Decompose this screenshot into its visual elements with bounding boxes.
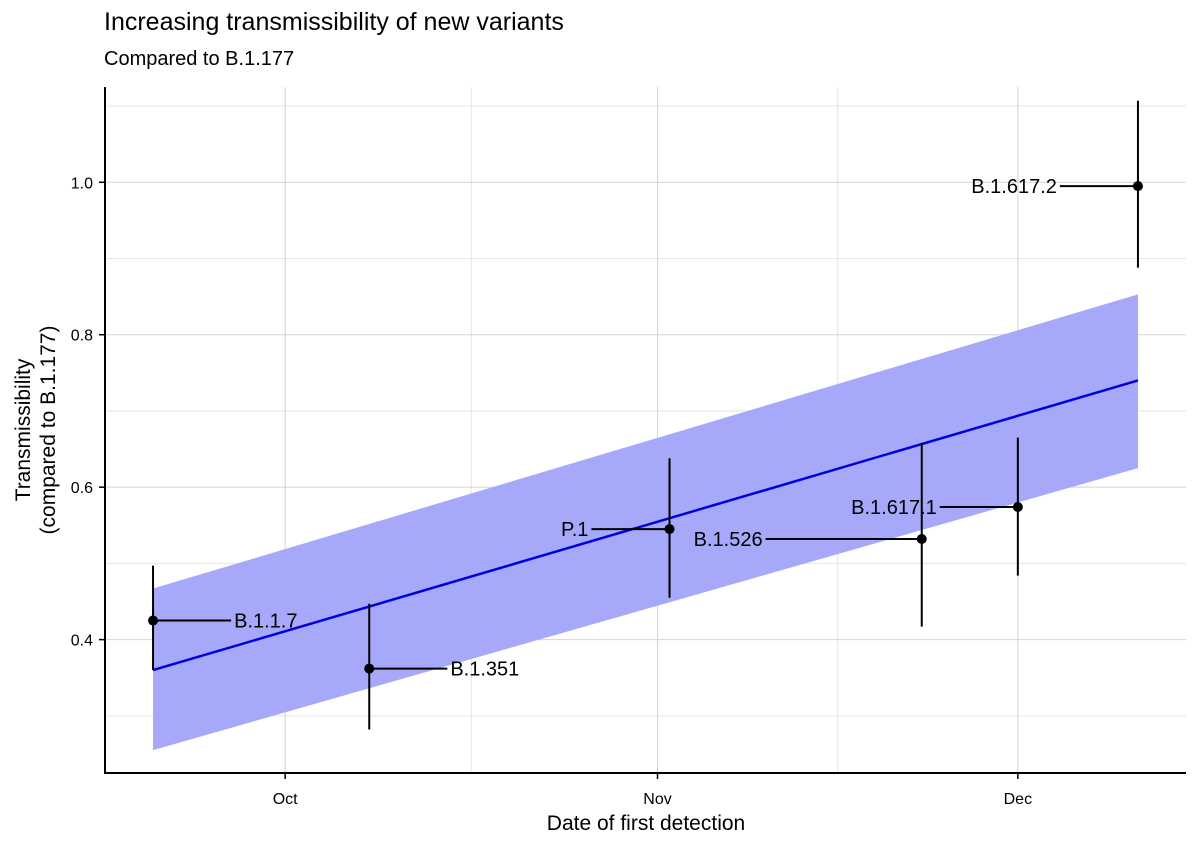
band-layer xyxy=(152,294,1139,751)
data-point-label: B.1.617.1 xyxy=(851,497,937,519)
y-tick-label: 0.6 xyxy=(71,480,93,497)
data-point xyxy=(664,524,675,535)
x-tick-label: Nov xyxy=(643,791,671,808)
data-point-label: B.1.526 xyxy=(694,529,763,551)
confidence-band xyxy=(153,294,1138,751)
data-point-label: B.1.351 xyxy=(450,659,519,681)
y-tick-label: 1.0 xyxy=(71,175,93,192)
y-tick-label: 0.4 xyxy=(71,633,93,650)
x-axis-title: Date of first detection xyxy=(547,812,745,835)
label-layer: Date of first detection Transmissibility… xyxy=(12,326,745,835)
data-point xyxy=(148,615,159,626)
data-point xyxy=(916,533,927,544)
x-tick-label: Dec xyxy=(1004,791,1032,808)
trend-line xyxy=(152,379,1139,672)
axis-layer: Oct Nov Dec 0.4 0.6 0.8 1.0 xyxy=(71,87,1186,808)
chart-title: Increasing transmissibility of new varia… xyxy=(104,8,564,36)
data-point-label: B.1.1.7 xyxy=(234,611,297,633)
chart-subtitle: Compared to B.1.177 xyxy=(104,48,295,70)
x-tick-label: Oct xyxy=(273,791,298,808)
data-point-label: B.1.617.2 xyxy=(971,176,1057,198)
data-point xyxy=(364,663,375,674)
y-axis-title-line-2: (compared to B.1.177) xyxy=(37,326,60,535)
y-tick-label: 0.8 xyxy=(71,328,93,345)
y-axis-title-line-1: Transmissibility xyxy=(12,358,35,501)
data-point xyxy=(1012,501,1023,512)
data-point xyxy=(1132,181,1143,192)
point-layer: B.1.1.7 B.1.351 P.1 B.1.526 B.1.617.1 B.1.617… xyxy=(148,100,1143,730)
data-point-label: P.1 xyxy=(561,519,588,541)
